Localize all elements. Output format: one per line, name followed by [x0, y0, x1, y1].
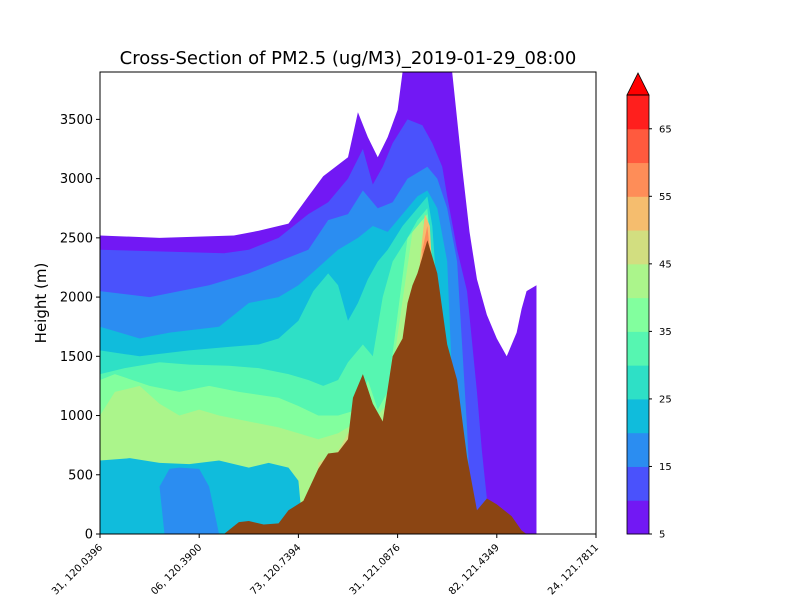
colorbar-segment: [627, 95, 649, 130]
y-tick-label: 0: [85, 528, 93, 543]
y-tick-label: 3000: [60, 172, 93, 187]
x-tick-label: 82, 121.4349: [447, 542, 502, 597]
y-tick-label: 2000: [60, 291, 93, 306]
y-axis: 0 500 1000 1500 2000 2500 3000 3500: [60, 113, 100, 543]
colorbar: 5 15 25 35 45 55 65: [626, 72, 672, 541]
contour-band: [159, 467, 220, 534]
x-tick-label: 31, 121.0876: [348, 542, 403, 597]
y-tick-label: 2500: [60, 231, 93, 246]
colorbar-segment: [627, 466, 649, 501]
y-tick-label: 3500: [60, 113, 93, 128]
y-axis-label: Height (m): [32, 263, 50, 344]
colorbar-tick-label: 25: [659, 394, 672, 405]
colorbar-segment: [627, 263, 649, 299]
colorbar-segment: [627, 196, 649, 231]
colorbar-segment: [627, 365, 649, 400]
colorbar-tick-label: 55: [659, 192, 672, 203]
colorbar-segment: [627, 230, 649, 265]
colorbar-tick-label: 15: [659, 462, 672, 473]
x-tick-label: 06, 120.3900: [149, 542, 204, 597]
colorbar-extend-arrow: [626, 72, 650, 96]
colorbar-frame: [626, 94, 650, 535]
colorbar-segment: [627, 162, 649, 197]
y-tick-label: 1500: [60, 350, 93, 365]
x-tick-label: 24, 121.7811: [546, 542, 601, 597]
terrain-layer: [199, 240, 532, 534]
x-tick-label: 73, 120.7394: [249, 542, 304, 597]
colorbar-segment: [627, 297, 649, 332]
colorbar-tick-label: 35: [659, 327, 672, 338]
x-axis: 31, 120.0396 06, 120.3900 73, 120.7394 31, …: [50, 534, 601, 597]
colorbar-tick-label: 5: [659, 530, 665, 541]
colorbar-segment: [627, 500, 649, 535]
chart-title: Cross-Section of PM2.5 (ug/M3)_2019-01-2…: [120, 48, 577, 69]
colorbar-segment: [627, 432, 649, 467]
y-tick-label: 500: [68, 468, 93, 483]
y-tick-label: 1000: [60, 409, 93, 424]
colorbar-segment: [627, 331, 649, 366]
colorbar-segment: [627, 128, 649, 164]
terrain-profile: [199, 240, 532, 534]
x-tick-label: 31, 120.0396: [50, 542, 105, 597]
pm25-contour-fields: [100, 72, 537, 534]
plot-frame: [99, 71, 597, 535]
colorbar-segment: [627, 398, 649, 434]
colorbar-tick-label: 45: [659, 259, 672, 270]
colorbar-tick-label: 65: [659, 124, 672, 135]
